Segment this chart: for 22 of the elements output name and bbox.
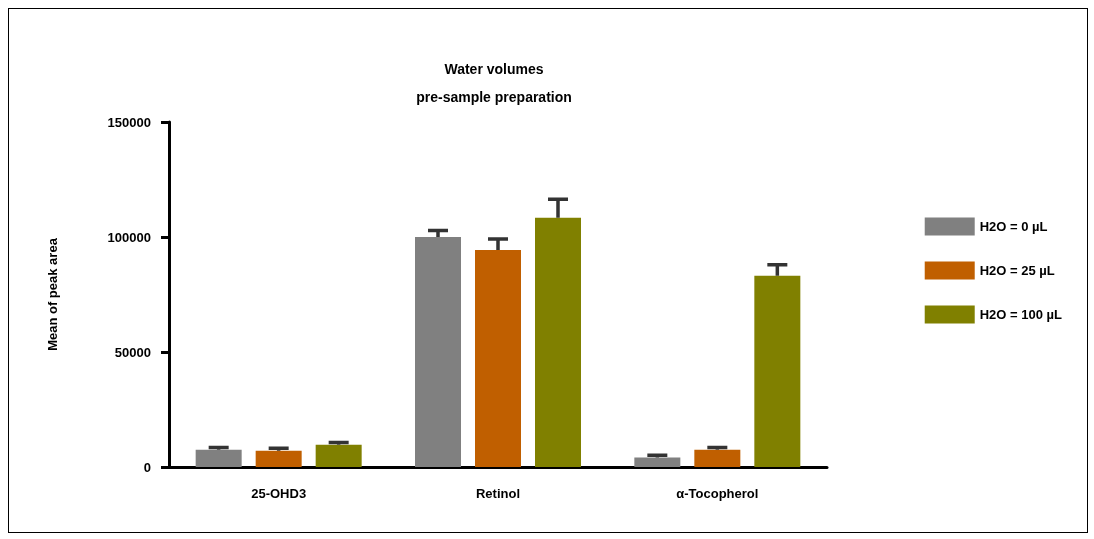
y-tick-label: 50000 xyxy=(114,344,151,360)
bar xyxy=(694,449,741,467)
x-tick-label: Retinol xyxy=(475,486,521,501)
y-axis-title: Mean of peak area xyxy=(45,237,60,351)
bar xyxy=(475,249,521,467)
legend-label: H2O = 100 µL xyxy=(979,307,1063,322)
bar xyxy=(415,237,461,467)
bar xyxy=(535,217,581,467)
x-tick-label: α-Tocopherol xyxy=(676,486,759,501)
y-tick-label: 0 xyxy=(143,459,151,475)
bar xyxy=(634,457,681,467)
bar xyxy=(195,449,242,467)
bar xyxy=(315,444,362,467)
x-tick-label: 25-OHD3 xyxy=(251,486,307,501)
chart-subtitle: pre-sample preparation xyxy=(416,89,572,105)
legend-label: H2O = 25 µL xyxy=(979,263,1055,278)
legend-label: H2O = 0 µL xyxy=(979,219,1048,234)
y-tick-label: 100000 xyxy=(107,229,151,245)
y-tick-label: 150000 xyxy=(107,114,151,130)
bar xyxy=(255,450,302,467)
chart-title: Water volumes xyxy=(444,61,544,77)
bar xyxy=(754,275,801,467)
